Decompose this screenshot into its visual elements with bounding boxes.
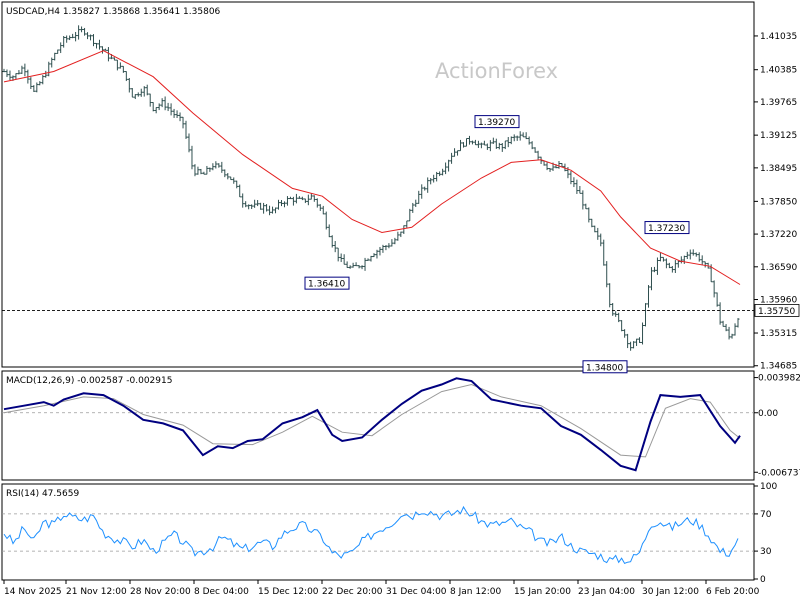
rsi-plot xyxy=(2,505,754,565)
price-annotation: 1.37230 xyxy=(644,221,690,235)
time-axis-label: 22 Dec 20:00 xyxy=(322,587,383,597)
price-annotation-box xyxy=(644,221,690,235)
price-annotation: 1.39270 xyxy=(474,115,520,129)
time-axis-label: 21 Nov 12:00 xyxy=(66,587,127,597)
price-axis-label: 1.39125 xyxy=(760,131,797,141)
time-axis-label: 23 Jan 04:00 xyxy=(578,587,635,597)
time-axis-label: 14 Nov 2025 xyxy=(4,587,62,597)
price-axis-label: 1.36590 xyxy=(760,263,797,273)
moving-average-line xyxy=(3,50,741,285)
price-annotation-box xyxy=(474,115,520,129)
price-axis-label: 1.37850 xyxy=(760,197,797,207)
price-annotation-label: 1.37230 xyxy=(648,224,685,234)
price-annotation-box xyxy=(582,360,628,374)
macd-axis-label: -0.006737 xyxy=(758,468,800,478)
time-axis-label: 31 Dec 04:00 xyxy=(386,587,447,597)
price-annotation-label: 1.39270 xyxy=(478,118,515,128)
rsi-panel-frame xyxy=(1,483,755,581)
current-price-label: 1.35750 xyxy=(758,307,795,317)
macd-signal-line xyxy=(3,383,741,458)
price-axis-label: 1.35960 xyxy=(760,296,797,306)
price-annotation-label: 1.34800 xyxy=(586,363,623,373)
price-axis-label: 1.41035 xyxy=(760,32,797,42)
watermark-logo: ActionForex xyxy=(435,59,558,83)
price-axis-label: 1.40385 xyxy=(760,66,797,76)
price-annotation: 1.34800 xyxy=(582,360,628,374)
rsi-header: RSI(14) 47.5659 xyxy=(6,489,79,499)
price-header: USDCAD,H4 1.35827 1.35868 1.35641 1.3580… xyxy=(6,7,221,17)
time-axis-label: 15 Dec 12:00 xyxy=(258,587,319,597)
rsi-axis-label: 0 xyxy=(760,575,766,585)
price-annotation: 1.36410 xyxy=(304,276,350,290)
rsi-axis-label: 70 xyxy=(760,510,772,520)
price-axis-label: 1.35315 xyxy=(760,329,797,339)
rsi-axis-label: 100 xyxy=(760,482,777,492)
macd-main-line xyxy=(3,377,741,472)
macd-axis-label: 0.003982 xyxy=(758,374,800,384)
macd-header: MACD(12,26,9) -0.002587 -0.002915 xyxy=(6,376,172,386)
rsi-axis-label: 30 xyxy=(760,547,772,557)
current-price-tag xyxy=(754,304,800,317)
time-axis-label: 8 Dec 04:00 xyxy=(194,587,249,597)
macd-panel-frame xyxy=(1,370,755,481)
price-axis-label: 1.34685 xyxy=(760,362,797,372)
price-panel-frame xyxy=(1,1,755,368)
time-axis-label: 6 Feb 20:00 xyxy=(706,587,760,597)
rsi-line xyxy=(3,505,739,565)
time-axis-label: 15 Jan 20:00 xyxy=(514,587,571,597)
price-axis-label: 1.37220 xyxy=(760,230,797,240)
macd-axis-label: 0.00 xyxy=(758,409,778,419)
time-axis-label: 30 Jan 12:00 xyxy=(642,587,699,597)
macd-plot xyxy=(2,377,754,472)
price-plot: 1.39270 1.37230 1.36410 1.34800 xyxy=(2,25,754,374)
price-annotation-label: 1.36410 xyxy=(308,280,345,290)
price-axis-label: 1.39765 xyxy=(760,98,797,108)
axes: 1.41035 1.40385 1.39765 1.39125 1.38495 1.378… xyxy=(3,32,800,597)
price-annotation-box xyxy=(304,276,350,290)
time-axis-label: 8 Jan 12:00 xyxy=(450,587,502,597)
price-axis-label: 1.38495 xyxy=(760,164,797,174)
time-axis-label: 28 Nov 20:00 xyxy=(130,587,191,597)
